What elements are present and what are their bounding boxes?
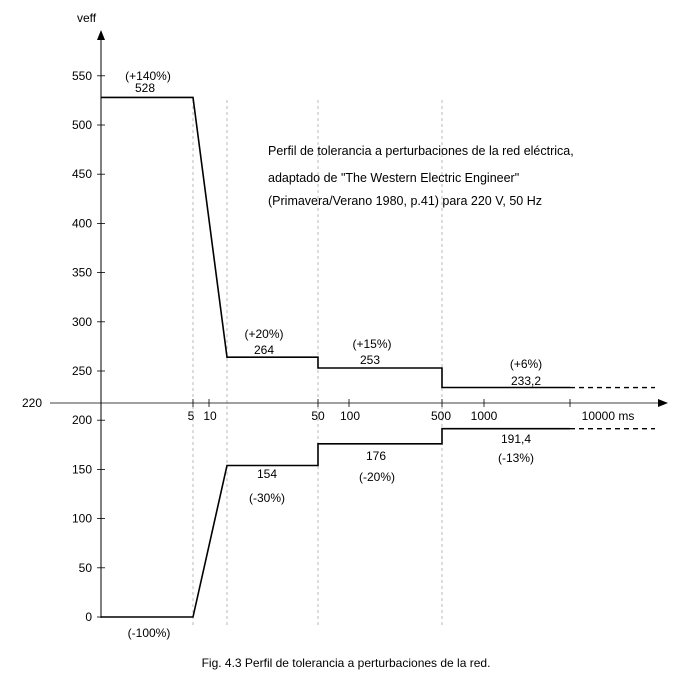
nominal-voltage-label: 220 (22, 396, 42, 410)
data-label: (-30%) (249, 491, 285, 505)
x-tick-label: 500 (431, 409, 451, 423)
y-tick-label: 150 (72, 462, 92, 476)
y-tick-label: 400 (72, 216, 92, 230)
note-line-3: (Primavera/Verano 1980, p.41) para 220 V… (268, 194, 542, 208)
data-label: 154 (257, 467, 277, 481)
y-tick-label: 200 (72, 413, 92, 427)
y-tick-label: 250 (72, 364, 92, 378)
data-label: (+140%) (125, 69, 171, 83)
y-axis-arrow (97, 30, 105, 40)
y-tick-label: 100 (72, 512, 92, 526)
x-tick-label: 100 (340, 409, 360, 423)
x-tick-label: 10 (203, 409, 217, 423)
y-tick-label: 550 (72, 69, 92, 83)
x-tick-label: 50 (311, 409, 325, 423)
y-tick-label: 50 (79, 561, 93, 575)
y-tick-label: 300 (72, 315, 92, 329)
data-label: (+15%) (352, 337, 391, 351)
data-label: (-20%) (359, 470, 395, 484)
data-label: (+20%) (244, 327, 283, 341)
data-label: 233,2 (511, 374, 541, 388)
y-tick-label: 500 (72, 118, 92, 132)
data-label: 176 (366, 449, 386, 463)
data-label: 264 (254, 343, 274, 357)
x-tick-label: 1000 (471, 409, 498, 423)
y-axis-label: veff (77, 11, 97, 25)
data-label: 253 (360, 353, 380, 367)
data-label: (+6%) (510, 357, 542, 371)
data-label: 528 (135, 81, 155, 95)
x-tick-label: 5 (188, 409, 195, 423)
data-label: 191,4 (501, 432, 531, 446)
y-tick-label: 350 (72, 266, 92, 280)
lower-tolerance-line (101, 427, 570, 618)
note-line-2: adaptado de "The Western Electric Engine… (268, 171, 519, 185)
data-label: (-100%) (128, 626, 171, 640)
figure-caption: Fig. 4.3 Perfil de tolerancia a perturba… (202, 656, 491, 670)
upper-tolerance-line (101, 96, 570, 389)
x-tick-label: 10000 ms (582, 409, 635, 423)
note-line-1: Perfil de tolerancia a perturbaciones de… (268, 144, 574, 158)
y-tick-label: 0 (85, 610, 92, 624)
y-tick-label: 450 (72, 167, 92, 181)
x-axis-arrow (658, 399, 668, 407)
data-label: (-13%) (498, 451, 534, 465)
